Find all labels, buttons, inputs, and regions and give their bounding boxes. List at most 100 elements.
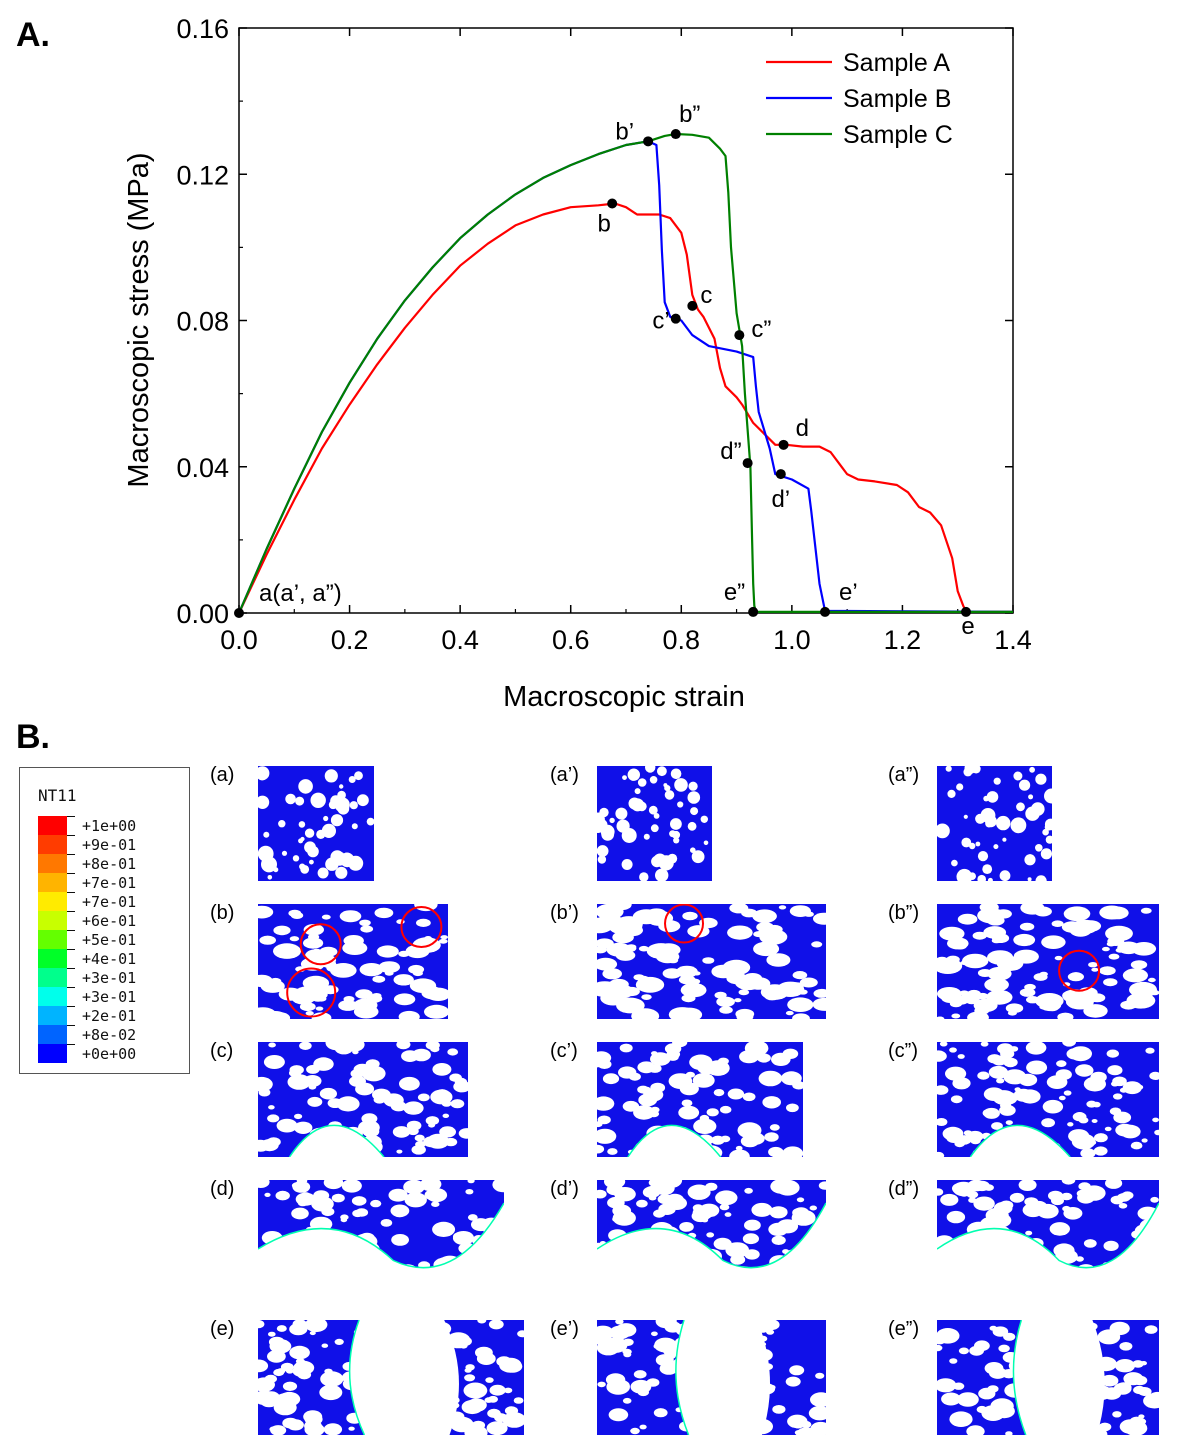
legend-swatch (38, 949, 67, 968)
crack-region (1013, 1320, 1105, 1435)
pore (996, 1078, 1005, 1084)
pore (267, 875, 273, 880)
pore (604, 1074, 614, 1080)
pore (311, 1012, 332, 1019)
pore (275, 1190, 290, 1201)
snapshot-label: (d) (210, 1178, 235, 1200)
pore (423, 1136, 440, 1148)
crack-region (289, 1125, 384, 1157)
legend-tick (67, 930, 75, 931)
pore (269, 1339, 292, 1354)
pore (348, 776, 356, 783)
pore (792, 971, 808, 980)
pore (278, 820, 286, 828)
pore (504, 1406, 519, 1416)
pore (967, 1011, 989, 1019)
pore (323, 1423, 343, 1435)
pore (945, 766, 952, 772)
pore (998, 1344, 1010, 1353)
pore (292, 1181, 311, 1193)
x-tick-label: 0.2 (331, 625, 369, 655)
series-line-sample-c (237, 132, 1013, 614)
pore (786, 1103, 799, 1113)
pore (643, 833, 650, 840)
pore (793, 1207, 809, 1218)
pore (999, 870, 1011, 881)
pore (299, 863, 306, 870)
pore (815, 1372, 825, 1379)
pore (764, 1132, 779, 1142)
pore (687, 925, 710, 938)
pore (1083, 1239, 1097, 1248)
pore (475, 1346, 493, 1359)
pore (612, 931, 634, 944)
pore (711, 1135, 725, 1145)
pore (314, 796, 321, 802)
crack-edge (1012, 1320, 1027, 1435)
crack-edge (348, 1320, 366, 1435)
pore (313, 1190, 330, 1201)
pore (1100, 1374, 1119, 1387)
pore (396, 1042, 411, 1050)
pore (736, 1012, 754, 1019)
pore (1091, 967, 1099, 972)
pore (292, 855, 300, 862)
pore (973, 1196, 995, 1211)
pore (260, 1395, 279, 1408)
pore (597, 1096, 615, 1111)
panel-b-label: B. (16, 718, 50, 756)
pore (267, 985, 278, 992)
pore (273, 1368, 285, 1377)
pore (471, 1420, 486, 1430)
legend-entry: +4e-01 (38, 949, 188, 968)
point-marker (643, 136, 654, 147)
pore (293, 1360, 315, 1375)
pore (444, 1137, 458, 1147)
pore (1058, 1095, 1066, 1101)
legend-entry: +6e-01 (38, 911, 188, 930)
pore (673, 837, 680, 844)
pore (1114, 1359, 1136, 1373)
pore (818, 1181, 826, 1190)
crack-region (349, 1320, 459, 1435)
pore (330, 814, 344, 827)
pore (973, 998, 998, 1013)
pore (414, 1134, 425, 1142)
pore (1119, 1342, 1133, 1351)
legend-tick (67, 911, 75, 912)
pore (1002, 837, 1007, 842)
pore (1028, 794, 1034, 800)
plot-frame (238, 27, 1014, 614)
pore (1120, 1000, 1137, 1010)
pore (971, 766, 981, 774)
pore (715, 1190, 738, 1206)
pore (630, 1427, 640, 1435)
pore (1133, 1385, 1146, 1395)
pore (735, 1145, 743, 1151)
pore (637, 778, 647, 787)
pore (1106, 941, 1116, 947)
legend-swatch (38, 873, 67, 892)
pore (937, 1118, 948, 1126)
snapshot-tile (258, 1320, 524, 1435)
pore (766, 953, 791, 967)
pore (343, 1042, 365, 1052)
pore (1122, 1081, 1142, 1095)
pore (337, 790, 346, 800)
legend-swatch (38, 911, 67, 930)
legend-label: Sample A (843, 49, 950, 77)
series-line-sample-a (238, 202, 1013, 614)
pore (328, 800, 338, 810)
snapshot-tile (937, 904, 1159, 1019)
pore (758, 1070, 783, 1087)
pore (664, 790, 675, 800)
pore (610, 922, 629, 933)
legend-value: +1e+00 (82, 817, 137, 835)
pore (947, 789, 956, 798)
legend-tick (67, 968, 75, 969)
pore (668, 957, 679, 964)
pore (440, 935, 448, 940)
pore (309, 1216, 333, 1232)
pore (702, 957, 715, 964)
pore (711, 964, 736, 979)
